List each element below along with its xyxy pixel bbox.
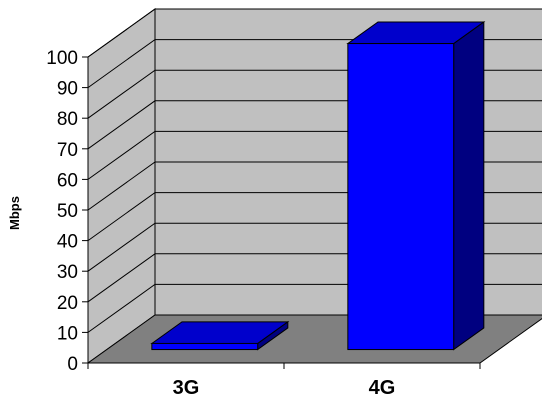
y-tick-label: 100 [46, 48, 78, 69]
x-category-label: 3G [173, 377, 200, 399]
y-tick-label: 80 [57, 109, 78, 130]
bar-front [151, 342, 259, 351]
gridline [87, 8, 542, 58]
y-tick-label: 10 [57, 323, 78, 344]
x-axis-categories: 3G 4G [87, 363, 481, 399]
y-axis-ticks: 0 10 20 30 40 50 60 70 80 90 100 [46, 48, 88, 375]
y-tick-label: 60 [57, 170, 78, 191]
bar-side [453, 20, 485, 351]
bar-4G [346, 20, 486, 351]
y-tick-label: 50 [57, 201, 78, 222]
y-tick-label: 90 [57, 79, 78, 100]
y-axis-label: Mbps [7, 196, 22, 230]
chart-bars [150, 20, 486, 351]
y-tick-label: 30 [57, 262, 78, 283]
y-tick-label: 70 [57, 140, 78, 161]
x-category-label: 4G [369, 377, 396, 399]
bar-front [347, 43, 455, 351]
y-tick-label: 20 [57, 293, 78, 314]
y-tick-label: 0 [67, 354, 78, 375]
y-tick-label: 40 [57, 232, 78, 253]
bar-3G [150, 320, 290, 351]
